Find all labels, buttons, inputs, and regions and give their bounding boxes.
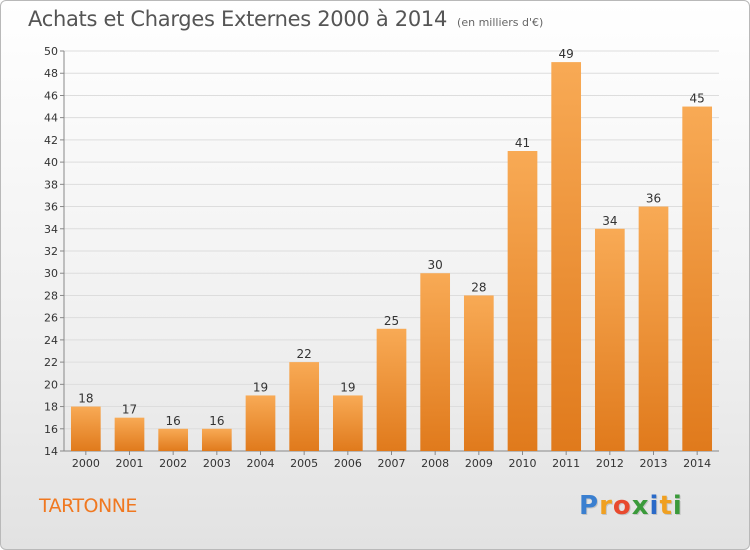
x-tick-label-2014: 2014 (683, 457, 711, 470)
logo-letter: P (579, 491, 600, 521)
x-tick-label-2010: 2010 (509, 457, 537, 470)
y-tick-label: 22 (44, 356, 58, 369)
x-tick-label-2005: 2005 (290, 457, 318, 470)
commune-name: TARTONNE (39, 495, 137, 517)
bar-2014 (682, 106, 713, 452)
y-tick-label: 18 (44, 401, 58, 414)
x-tick-label-2003: 2003 (203, 457, 231, 470)
value-label-2000: 18 (78, 392, 93, 406)
value-label-2002: 16 (166, 414, 181, 428)
bars (70, 62, 713, 452)
bar-2001 (114, 417, 145, 451)
value-label-2001: 17 (122, 403, 137, 417)
bar-2004 (245, 395, 276, 451)
bar-2008 (420, 273, 451, 451)
y-tick-label: 14 (44, 445, 58, 458)
value-label-2011: 49 (559, 47, 574, 61)
x-tick-label-2002: 2002 (159, 457, 187, 470)
bar-2000 (70, 406, 101, 451)
chart-title: Achats et Charges Externes 2000 à 2014 (e… (28, 7, 543, 31)
value-label-2008: 30 (428, 258, 443, 272)
proxiti-logo[interactable]: Proxiti (579, 491, 683, 521)
tick-labels: 14 16 18 20 22 24 26 28 30 32 34 36 38 40 42 44 46 48 50 20… (44, 45, 711, 470)
x-tick-label-2004: 2004 (247, 457, 275, 470)
value-label-2014: 45 (690, 92, 705, 106)
x-tick-label-2001: 2001 (116, 457, 144, 470)
chart-subtitle: (en milliers d'€) (457, 16, 544, 29)
bar-2009 (463, 295, 494, 451)
bar-2007 (376, 328, 407, 451)
y-tick-label: 30 (44, 267, 58, 280)
value-labels: 18 17 16 16 19 22 19 25 30 28 41 49 34 36 45 (78, 47, 705, 428)
logo-letter: i (672, 491, 683, 521)
y-tick-label: 38 (44, 178, 58, 191)
logo-letter: t (659, 491, 673, 521)
y-tick-label: 16 (44, 423, 58, 436)
y-tick-label: 20 (44, 378, 58, 391)
value-label-2003: 16 (209, 414, 224, 428)
value-label-2005: 22 (297, 347, 312, 361)
bar-2011 (551, 62, 582, 451)
bar-2006 (332, 395, 363, 451)
x-tick-label-2012: 2012 (596, 457, 624, 470)
x-tick-label-2013: 2013 (640, 457, 668, 470)
bar-2013 (638, 206, 669, 451)
value-label-2010: 41 (515, 136, 530, 150)
x-tick-label-2008: 2008 (421, 457, 449, 470)
value-label-2006: 19 (340, 380, 355, 394)
y-tick-label: 32 (44, 245, 58, 258)
value-label-2007: 25 (384, 314, 399, 328)
value-label-2004: 19 (253, 380, 268, 394)
y-tick-label: 34 (44, 223, 58, 236)
logo-letter: x (631, 491, 650, 521)
logo-letter: i (649, 491, 660, 521)
y-tick-label: 26 (44, 312, 58, 325)
bar-2005 (289, 362, 320, 451)
y-tick-label: 44 (44, 112, 58, 125)
y-tick-label: 24 (44, 334, 58, 347)
x-tick-label-2000: 2000 (72, 457, 100, 470)
value-label-2012: 34 (602, 214, 617, 228)
y-tick-label: 48 (44, 67, 58, 80)
y-tick-label: 28 (44, 289, 58, 302)
value-label-2013: 36 (646, 192, 661, 206)
y-tick-label: 36 (44, 201, 58, 214)
x-tick-label-2006: 2006 (334, 457, 362, 470)
x-tick-label-2011: 2011 (552, 457, 580, 470)
chart-title-text: Achats et Charges Externes 2000 à 2014 (28, 7, 448, 31)
bar-2002 (158, 428, 189, 451)
value-label-2009: 28 (471, 280, 486, 294)
x-tick-label-2009: 2009 (465, 457, 493, 470)
bar-2012 (594, 228, 625, 451)
logo-letter: r (599, 491, 613, 521)
y-tick-label: 50 (44, 45, 58, 58)
y-tick-label: 42 (44, 134, 58, 147)
x-tick-label-2007: 2007 (378, 457, 406, 470)
logo-letter: o (612, 491, 632, 521)
y-tick-label: 40 (44, 156, 58, 169)
bar-2010 (507, 151, 538, 451)
bar-2003 (201, 428, 232, 451)
y-tick-label: 46 (44, 89, 58, 102)
